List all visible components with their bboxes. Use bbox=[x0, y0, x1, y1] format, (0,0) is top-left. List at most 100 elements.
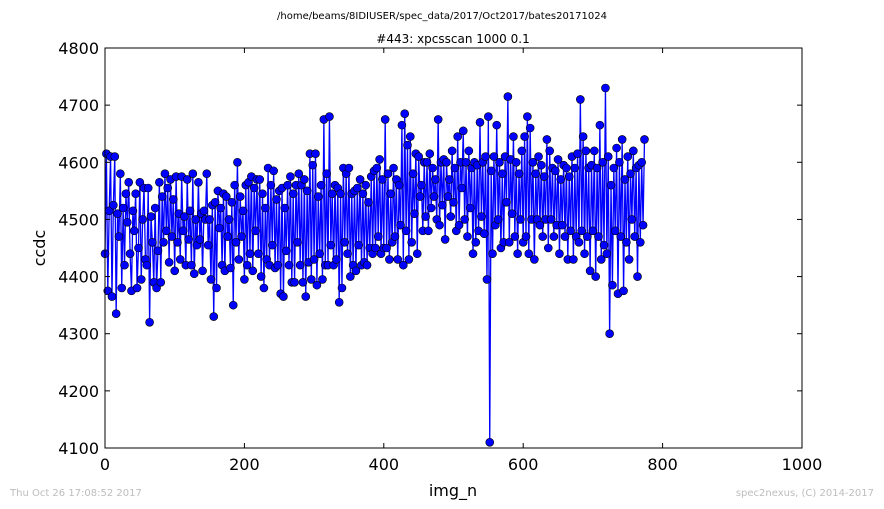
data-point bbox=[226, 263, 235, 273]
data-point bbox=[162, 226, 171, 236]
data-point bbox=[460, 215, 469, 224]
data-point bbox=[209, 312, 219, 321]
data-point bbox=[626, 169, 635, 179]
data-point bbox=[403, 140, 412, 150]
data-point bbox=[224, 215, 234, 224]
data-point bbox=[428, 163, 437, 173]
data-point bbox=[523, 112, 532, 121]
data-point bbox=[189, 269, 199, 279]
data-point bbox=[589, 146, 599, 156]
data-point bbox=[234, 255, 244, 264]
data-point bbox=[550, 166, 560, 176]
data-point bbox=[576, 95, 585, 104]
data-point bbox=[261, 203, 270, 213]
data-point bbox=[619, 286, 628, 296]
data-point bbox=[446, 212, 456, 221]
data-point bbox=[507, 209, 517, 219]
data-point bbox=[255, 175, 265, 184]
data-point bbox=[194, 177, 203, 187]
y-tick-label: 4400 bbox=[58, 268, 99, 287]
data-point bbox=[620, 175, 630, 184]
data-point bbox=[284, 260, 294, 270]
data-point bbox=[564, 172, 574, 181]
y-axis-label: ccdc bbox=[30, 230, 49, 267]
data-point bbox=[185, 206, 195, 216]
data-point bbox=[549, 232, 559, 241]
data-point bbox=[502, 197, 511, 207]
data-point bbox=[313, 192, 323, 201]
data-point bbox=[180, 212, 189, 221]
data-point bbox=[316, 180, 326, 190]
x-axis-label: img_n bbox=[429, 481, 477, 501]
data-point bbox=[169, 195, 178, 204]
data-point bbox=[560, 232, 570, 241]
y-tick-label: 4100 bbox=[58, 439, 99, 458]
data-point bbox=[453, 132, 462, 141]
data-point bbox=[640, 135, 649, 144]
data-point bbox=[202, 169, 212, 179]
data-point bbox=[458, 126, 468, 136]
data-point bbox=[353, 183, 362, 193]
data-point bbox=[633, 272, 642, 281]
data-point bbox=[309, 255, 319, 264]
data-point bbox=[401, 226, 411, 236]
data-point bbox=[410, 209, 419, 219]
data-point bbox=[557, 220, 567, 230]
data-point bbox=[516, 215, 525, 224]
data-point bbox=[113, 209, 122, 219]
data-point bbox=[435, 220, 444, 230]
data-point bbox=[336, 189, 345, 199]
data-point bbox=[237, 232, 246, 241]
data-point bbox=[396, 220, 405, 230]
data-point bbox=[195, 235, 205, 244]
data-point bbox=[495, 157, 504, 167]
data-point bbox=[405, 132, 415, 141]
data-point bbox=[249, 183, 259, 193]
data-point bbox=[534, 152, 543, 161]
data-point bbox=[132, 283, 142, 293]
data-point bbox=[117, 283, 127, 293]
data-point bbox=[471, 237, 481, 247]
x-tick-label: 800 bbox=[647, 455, 678, 474]
data-point bbox=[281, 246, 291, 256]
data-point bbox=[153, 246, 163, 256]
data-point bbox=[622, 237, 631, 247]
data-point bbox=[445, 175, 454, 184]
data-point bbox=[354, 240, 364, 250]
data-point bbox=[511, 157, 521, 167]
data-point bbox=[148, 237, 157, 247]
data-point bbox=[599, 240, 609, 250]
data-point bbox=[598, 157, 607, 167]
data-point bbox=[150, 203, 160, 213]
data-point bbox=[606, 180, 616, 190]
data-point bbox=[570, 163, 580, 173]
data-point bbox=[205, 215, 214, 224]
data-point bbox=[380, 115, 390, 124]
data-point bbox=[601, 83, 610, 93]
data-point bbox=[580, 249, 589, 259]
data-point bbox=[638, 220, 648, 230]
data-point bbox=[160, 169, 170, 179]
data-point bbox=[206, 275, 216, 284]
data-point bbox=[623, 152, 633, 161]
data-point bbox=[266, 180, 276, 190]
data-point bbox=[259, 283, 269, 293]
data-point bbox=[592, 163, 602, 173]
data-point bbox=[465, 203, 475, 213]
data-point bbox=[566, 226, 575, 236]
data-point bbox=[543, 243, 553, 253]
data-point bbox=[596, 255, 606, 264]
data-point bbox=[399, 260, 408, 270]
data-point bbox=[520, 132, 529, 141]
data-point bbox=[574, 237, 584, 247]
chart-title: #443: xpcsscan 1000 0.1 bbox=[376, 32, 529, 46]
data-point bbox=[334, 297, 344, 307]
data-point bbox=[537, 160, 546, 170]
data-point bbox=[635, 237, 645, 247]
data-point bbox=[578, 132, 588, 141]
data-point bbox=[191, 215, 200, 224]
data-point bbox=[107, 292, 117, 301]
data-point bbox=[488, 249, 497, 259]
data-point bbox=[332, 255, 341, 264]
data-point bbox=[397, 120, 407, 130]
